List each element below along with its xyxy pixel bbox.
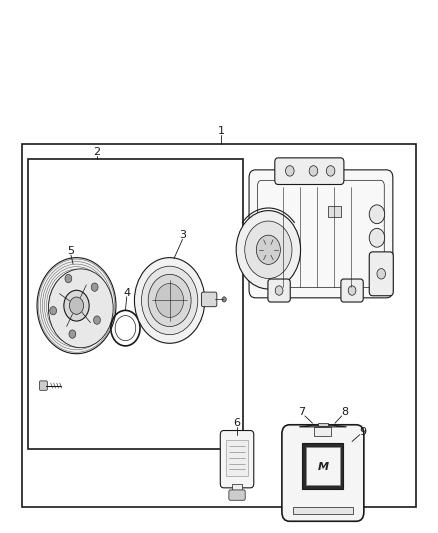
Circle shape xyxy=(65,274,72,283)
Text: 7: 7 xyxy=(298,407,305,417)
Text: 6: 6 xyxy=(233,418,240,428)
Circle shape xyxy=(326,166,335,176)
Circle shape xyxy=(49,269,113,348)
Circle shape xyxy=(256,235,280,264)
Text: 3: 3 xyxy=(179,230,186,240)
Circle shape xyxy=(141,266,198,335)
Text: 8: 8 xyxy=(342,407,349,417)
Circle shape xyxy=(236,211,300,289)
Circle shape xyxy=(348,286,356,295)
Text: 1: 1 xyxy=(218,126,225,136)
Circle shape xyxy=(286,166,294,176)
Bar xyxy=(21,144,417,507)
Polygon shape xyxy=(299,425,346,427)
Circle shape xyxy=(155,284,184,318)
FancyBboxPatch shape xyxy=(341,279,363,302)
Circle shape xyxy=(37,257,116,354)
FancyBboxPatch shape xyxy=(268,279,290,302)
FancyBboxPatch shape xyxy=(282,425,364,521)
Circle shape xyxy=(69,330,76,338)
Circle shape xyxy=(64,290,89,321)
Circle shape xyxy=(94,316,100,324)
Bar xyxy=(328,206,341,217)
Circle shape xyxy=(91,283,98,292)
Circle shape xyxy=(222,297,226,302)
Bar xyxy=(314,427,332,436)
Circle shape xyxy=(275,286,283,295)
Bar xyxy=(28,159,243,449)
Circle shape xyxy=(69,297,84,314)
Text: 5: 5 xyxy=(67,246,74,256)
Circle shape xyxy=(369,205,385,224)
Text: M: M xyxy=(317,462,328,472)
FancyBboxPatch shape xyxy=(275,158,344,184)
Text: 2: 2 xyxy=(93,147,100,157)
Bar xyxy=(302,443,343,489)
Circle shape xyxy=(50,306,57,315)
Bar xyxy=(226,440,248,476)
Circle shape xyxy=(377,269,385,279)
FancyBboxPatch shape xyxy=(369,252,393,296)
Circle shape xyxy=(148,274,191,327)
Text: 4: 4 xyxy=(123,288,130,297)
FancyBboxPatch shape xyxy=(220,431,254,488)
Circle shape xyxy=(134,257,205,343)
FancyBboxPatch shape xyxy=(249,170,393,298)
FancyBboxPatch shape xyxy=(201,292,217,306)
Circle shape xyxy=(245,221,292,279)
Text: 9: 9 xyxy=(360,426,367,437)
Bar xyxy=(232,483,242,491)
FancyBboxPatch shape xyxy=(229,490,245,500)
Circle shape xyxy=(309,166,318,176)
Bar xyxy=(306,447,340,486)
Bar xyxy=(318,423,328,426)
Circle shape xyxy=(369,228,385,247)
Bar xyxy=(293,507,353,514)
FancyBboxPatch shape xyxy=(39,381,47,390)
